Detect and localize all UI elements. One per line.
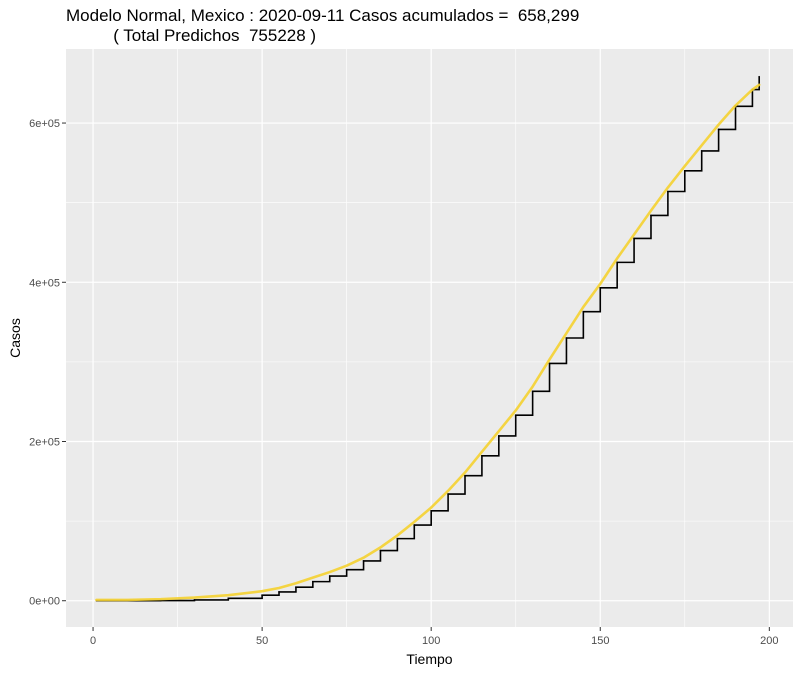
- observed-cases-point: [650, 214, 652, 217]
- observed-cases-step-line: [96, 76, 760, 602]
- predicted-cases-line: [95, 83, 761, 602]
- observed-cases-point: [261, 594, 263, 596]
- observed-cases-point: [667, 190, 669, 193]
- observed-cases-point: [758, 75, 760, 78]
- observed-cases-point: [362, 560, 365, 562]
- observed-cases-point: [328, 575, 331, 577]
- observed-cases-point: [514, 414, 517, 417]
- observed-cases-point: [345, 568, 348, 571]
- y-tick-label: 4e+05: [29, 277, 60, 289]
- observed-cases-point: [582, 310, 585, 313]
- observed-cases-point: [278, 591, 280, 593]
- observed-cases-point: [193, 599, 196, 601]
- y-tick-label: 2e+05: [29, 436, 60, 448]
- observed-cases-point: [295, 586, 297, 588]
- observed-cases-point: [599, 287, 602, 289]
- observed-cases-point: [312, 580, 314, 583]
- x-tick-label: 100: [422, 635, 440, 647]
- observed-cases-point: [481, 455, 483, 457]
- x-tick-label: 150: [591, 635, 609, 647]
- observed-cases-point: [227, 597, 230, 600]
- observed-cases-point: [548, 362, 551, 365]
- plot-panel: [66, 49, 793, 627]
- observed-cases-point: [633, 237, 635, 240]
- observed-cases-point: [700, 150, 703, 152]
- observed-cases-point: [498, 435, 500, 437]
- observed-cases-point: [379, 549, 382, 552]
- chart-title: Modelo Normal, Mexico : 2020-09-11 Casos…: [66, 6, 579, 46]
- observed-cases-point: [447, 493, 449, 495]
- observed-cases-point: [717, 128, 720, 131]
- observed-cases-point: [683, 170, 686, 172]
- observed-cases-point: [616, 261, 618, 264]
- x-tick-label: 0: [90, 635, 96, 647]
- observed-cases-point: [413, 524, 416, 526]
- x-tick-label: 200: [760, 635, 778, 647]
- observed-cases-point: [430, 509, 432, 512]
- y-tick-label: 6e+05: [29, 118, 60, 130]
- observed-cases-point: [464, 474, 466, 477]
- y-tick-label: 0e+00: [29, 596, 60, 608]
- chart-title-line1: Modelo Normal, Mexico : 2020-09-11 Casos…: [66, 6, 580, 25]
- y-axis-title: Casos: [7, 318, 23, 358]
- observed-cases-point: [565, 337, 568, 339]
- observed-cases-point: [531, 390, 534, 393]
- x-axis-title: Tiempo: [406, 651, 452, 667]
- x-tick-label: 50: [256, 635, 268, 647]
- observed-cases-point: [396, 537, 399, 540]
- chart-title-line2: ( Total Predichos 755228 ): [66, 26, 317, 45]
